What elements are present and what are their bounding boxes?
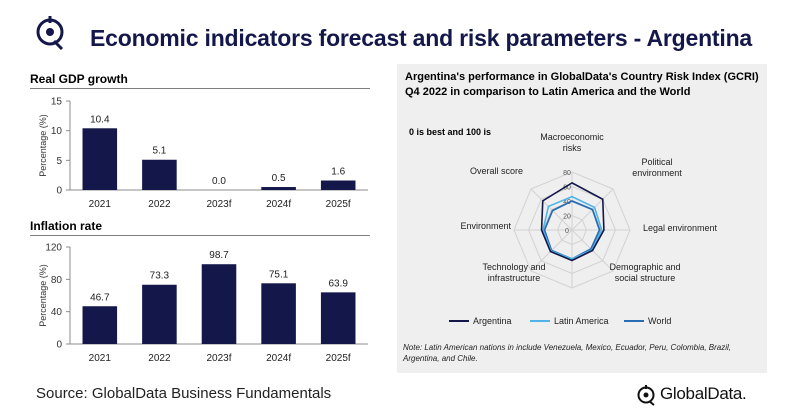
gdp-x-tick-label: 2023f [206, 199, 231, 210]
gdp-data-label: 1.6 [331, 167, 345, 178]
inflation-y-tick-label: 0 [56, 340, 62, 351]
inflation-data-label: 75.1 [269, 269, 289, 280]
inflation-x-tick-label: 2021 [89, 353, 112, 364]
gcri-axis-label: Macroeconomic [540, 132, 604, 142]
gcri-series-latin-america [542, 195, 603, 260]
gcri-legend-label: Latin America [554, 316, 609, 326]
gcri-axis-label: Legal environment [643, 223, 718, 233]
gdp-bar [261, 187, 296, 190]
inflation-y-tick-label: 40 [51, 307, 63, 318]
globaldata-logo-icon [637, 385, 655, 406]
inflation-section-title: Inflation rate [30, 219, 103, 233]
gdp-data-label: 5.1 [152, 146, 166, 157]
gdp-y-tick-label: 15 [51, 97, 63, 108]
inflation-bar [82, 306, 118, 344]
gcri-axis-label: Overall score [470, 166, 523, 176]
gcri-panel: Argentina's performance in GlobalData's … [397, 64, 767, 373]
inflation-bar [201, 264, 237, 344]
inflation-x-tick-label: 2022 [148, 353, 171, 364]
gcri-radial-tick-label: 20 [563, 214, 571, 221]
gdp-section-divider [30, 88, 370, 89]
gcri-radial-tick-label: 60 [563, 185, 571, 192]
inflation-bar [142, 284, 177, 344]
gcri-title: Argentina's performance in GlobalData's … [405, 70, 759, 100]
gcri-axis-label: risks [563, 143, 582, 153]
gcri-title-line2: Q4 2022 in comparison to Latin America a… [405, 86, 691, 98]
gcri-axis-label: Demographic and [609, 262, 680, 272]
gcri-title-line1: Argentina's performance in GlobalData's … [405, 71, 759, 83]
gdp-bar [82, 128, 118, 190]
globaldata-wordmark: GlobalData. [660, 384, 747, 403]
globaldata-logo: GlobalData. [636, 382, 768, 406]
gcri-axis-label: social structure [615, 273, 676, 283]
gcri-axis-label: environment [632, 168, 682, 178]
gdp-y-axis-label: Percentage (%) [38, 114, 48, 177]
inflation-y-tick-label: 120 [45, 243, 62, 254]
gdp-data-label: 0.0 [212, 176, 226, 187]
inflation-bar-chart: 0 40 80 120 Percentage (%) 46.7 2021 73.3 2022 98… [38, 243, 368, 364]
gdp-x-tick-label: 2021 [89, 199, 112, 210]
page-title: Economic indicators forecast and risk pa… [90, 25, 753, 51]
gcri-axis-label: Environment [460, 221, 511, 231]
gdp-y-tick-label: 10 [51, 126, 63, 137]
gcri-note: Note: Latin American nations in include … [403, 343, 732, 363]
gdp-x-tick-label: 2022 [148, 199, 171, 210]
gdp-y-tick-label: 0 [56, 186, 62, 197]
gdp-bar [142, 159, 177, 190]
gcri-spoke [530, 188, 573, 231]
gcri-legend-label: Argentina [473, 316, 512, 326]
inflation-data-label: 73.3 [150, 271, 170, 282]
gcri-radial-tick-label: 0 [565, 228, 569, 235]
inflation-data-label: 46.7 [90, 292, 110, 303]
header: Economic indicators forecast and risk pa… [0, 0, 800, 58]
inflation-bar [261, 283, 296, 344]
inflation-section-divider [30, 235, 370, 236]
gdp-x-tick-label: 2024f [266, 199, 291, 210]
inflation-y-axis-label: Percentage (%) [38, 264, 48, 327]
gcri-axis-label: Political [641, 157, 672, 167]
inflation-x-tick-label: 2023f [206, 353, 231, 364]
gdp-x-tick-label: 2025f [326, 199, 351, 210]
inflation-data-label: 63.9 [328, 278, 348, 289]
gdp-data-label: 10.4 [90, 114, 110, 125]
inflation-data-label: 98.7 [209, 250, 229, 261]
globaldata-mark-icon [36, 16, 64, 50]
inflation-x-tick-label: 2025f [326, 353, 351, 364]
gdp-section-title: Real GDP growth [30, 72, 128, 86]
gdp-y-tick-label: 5 [56, 156, 62, 167]
inflation-bar [320, 292, 356, 344]
gcri-series-argentina [540, 181, 605, 262]
gcri-axis-label: infrastructure [488, 273, 541, 283]
gcri-radial-tick-label: 80 [563, 170, 571, 177]
source-note: Source: GlobalData Business Fundamentals [36, 385, 332, 402]
gcri-legend-label: World [648, 316, 671, 326]
gdp-bar [320, 180, 356, 190]
gcri-radar-chart: 0 is best and 100 is020406080Macroeconom… [409, 127, 718, 326]
inflation-x-tick-label: 2024f [266, 353, 291, 364]
gcri-scale-note: 0 is best and 100 is [409, 127, 491, 137]
gdp-data-label: 0.5 [272, 173, 286, 184]
inflation-y-tick-label: 80 [51, 275, 63, 286]
gcri-axis-label: Technology and [482, 262, 545, 272]
